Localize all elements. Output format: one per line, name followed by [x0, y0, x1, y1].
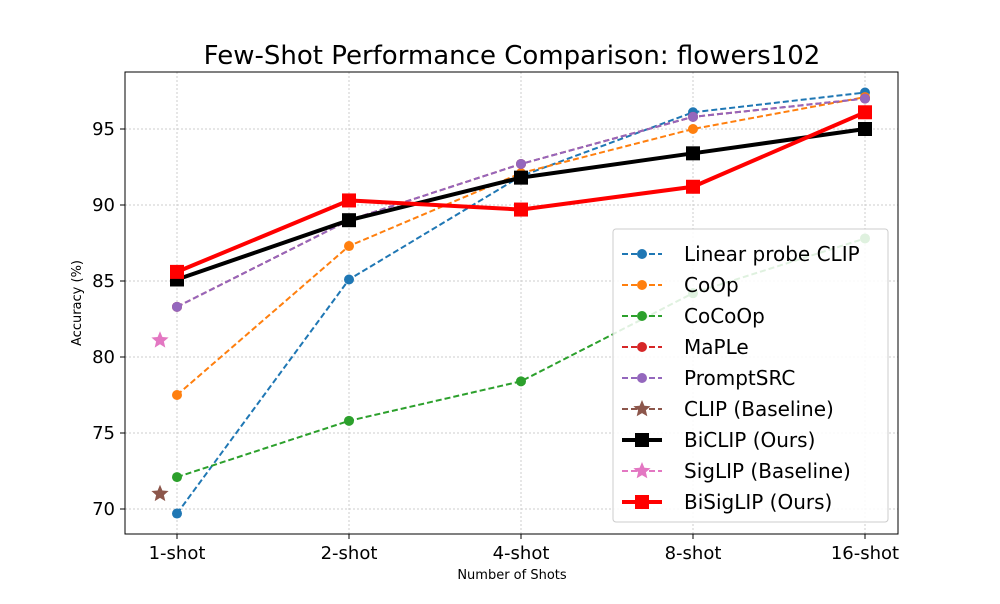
- legend-marker: [637, 280, 647, 290]
- y-tick-label: 85: [92, 271, 115, 292]
- legend-label: MaPLe: [684, 335, 749, 359]
- y-tick-label: 95: [92, 119, 115, 140]
- legend-marker: [637, 311, 647, 321]
- series-biclip-ours-: [170, 122, 872, 287]
- legend-marker: [633, 400, 651, 417]
- data-point: [170, 264, 184, 279]
- data-point: [686, 146, 700, 161]
- data-point: [151, 484, 169, 502]
- y-tick-label: 70: [92, 499, 115, 520]
- y-axis-label: Accuracy (%): [70, 260, 85, 346]
- legend-entry: SigLIP (Baseline): [622, 459, 851, 483]
- data-point: [151, 331, 169, 348]
- legend-entry: BiCLIP (Ours): [622, 428, 815, 452]
- legend-marker: [637, 249, 647, 259]
- x-tick-label: 4-shot: [493, 543, 550, 564]
- legend-label: SigLIP (Baseline): [684, 459, 851, 483]
- legend-label: BiCLIP (Ours): [684, 428, 815, 452]
- data-point: [342, 213, 356, 228]
- series-clip-baseline-: [151, 484, 169, 502]
- y-tick-label: 80: [92, 347, 115, 368]
- legend-entry: PromptSRC: [622, 366, 795, 390]
- legend-label: CoCoOp: [684, 304, 765, 328]
- data-point: [686, 179, 700, 194]
- chart-title: Few-Shot Performance Comparison: flowers…: [204, 41, 821, 71]
- legend-marker: [635, 495, 649, 509]
- legend-entry: CoOp: [622, 273, 739, 297]
- legend-marker: [635, 433, 649, 447]
- data-point: [342, 193, 356, 208]
- legend-label: PromptSRC: [684, 366, 795, 390]
- x-tick-label: 16-shot: [831, 543, 899, 564]
- legend-label: CoOp: [684, 273, 739, 297]
- data-point: [858, 122, 872, 136]
- data-point: [516, 158, 526, 169]
- data-point: [514, 170, 528, 185]
- data-point: [172, 390, 182, 400]
- data-point: [860, 93, 870, 104]
- data-point: [858, 105, 872, 120]
- y-tick-label: 90: [92, 195, 115, 216]
- legend-box: [612, 228, 889, 523]
- data-point: [344, 241, 354, 252]
- legend-label: Linear probe CLIP: [684, 242, 860, 266]
- data-point: [344, 415, 354, 426]
- legend-label: BiSigLIP (Ours): [684, 490, 832, 514]
- legend-entry: CLIP (Baseline): [622, 397, 834, 421]
- legend-marker: [637, 373, 647, 383]
- series-line: [176, 237, 866, 479]
- data-point: [172, 472, 182, 483]
- x-tick-label: 1-shot: [149, 543, 206, 564]
- data-point: [688, 111, 698, 122]
- legend-entry: BiSigLIP (Ours): [622, 490, 832, 514]
- y-tick-label: 75: [92, 423, 115, 444]
- data-point: [344, 274, 354, 285]
- data-point: [516, 376, 526, 387]
- legend-label: CLIP (Baseline): [684, 397, 834, 421]
- legend-entry: CoCoOp: [622, 304, 765, 328]
- plot-frame: [124, 71, 899, 535]
- data-point: [172, 508, 182, 519]
- data-point: [514, 202, 528, 217]
- data-point: [172, 301, 182, 312]
- x-tick-label: 8-shot: [665, 543, 722, 564]
- legend-marker: [633, 462, 651, 479]
- series-bisiglip-ours-: [170, 105, 872, 279]
- legend-marker: [637, 342, 647, 352]
- legend-entry: MaPLe: [622, 335, 749, 359]
- series-siglip-baseline-: [151, 331, 169, 348]
- x-tick-label: 2-shot: [321, 543, 378, 564]
- data-point: [688, 124, 698, 134]
- legend-entry: Linear probe CLIP: [622, 242, 860, 266]
- x-axis-label: Number of Shots: [457, 568, 567, 583]
